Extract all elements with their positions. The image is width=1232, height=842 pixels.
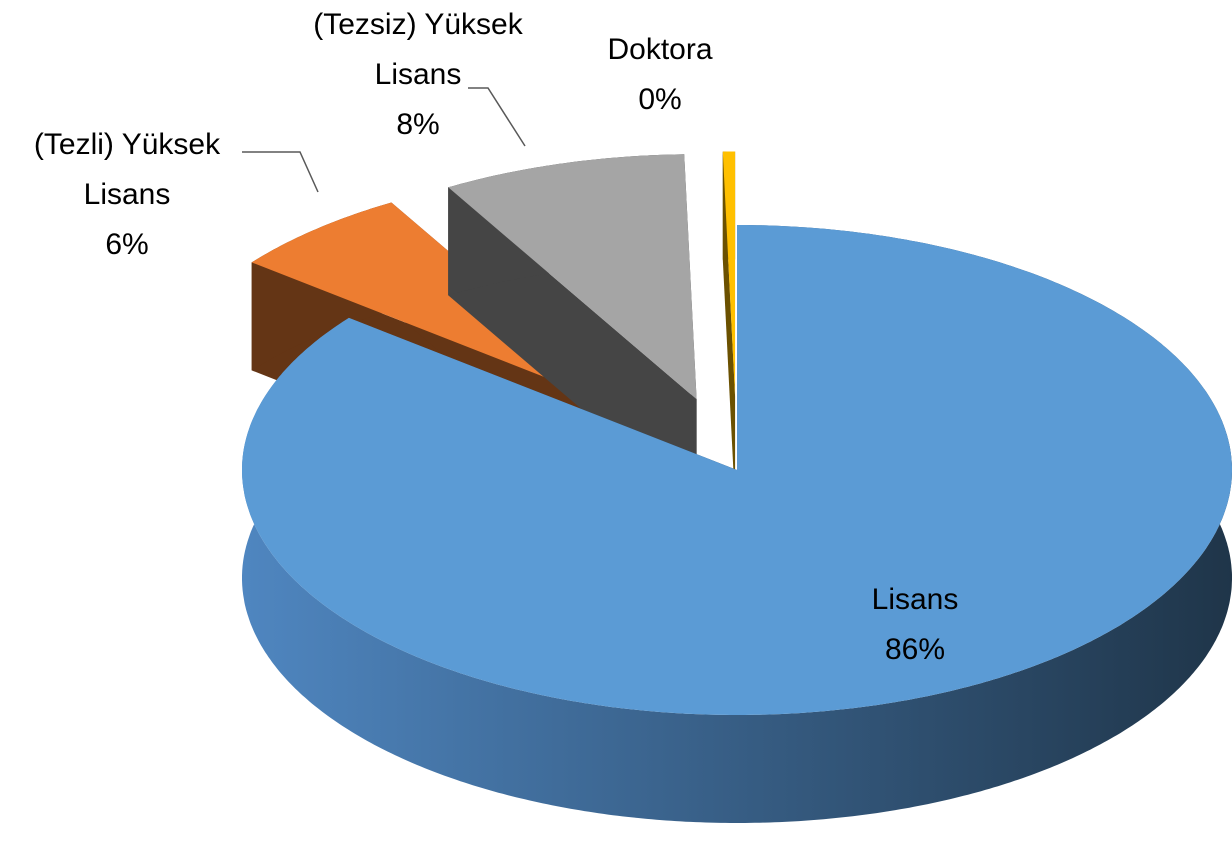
value-label: 0% bbox=[638, 83, 682, 116]
data-label: Lisans 86% bbox=[815, 575, 1015, 675]
category-label: Lisans bbox=[871, 583, 959, 616]
data-label: (Tezsiz) Yüksek Lisans 8% bbox=[288, 0, 548, 150]
slice bbox=[722, 151, 736, 397]
value-label: 86% bbox=[884, 633, 946, 666]
value-label: 6% bbox=[105, 228, 149, 261]
data-label: Doktora 0% bbox=[530, 25, 790, 125]
data-label: (Tezli) Yüksek Lisans 6% bbox=[0, 120, 257, 270]
leader-line bbox=[242, 151, 319, 193]
slice bbox=[448, 154, 697, 400]
category-label: (Tezsiz) Yüksek Lisans bbox=[313, 8, 523, 91]
category-label: (Tezli) Yüksek Lisans bbox=[33, 128, 221, 211]
category-label: Doktora bbox=[607, 33, 713, 66]
leader-line bbox=[468, 87, 526, 147]
value-label: 8% bbox=[396, 108, 440, 141]
slice bbox=[242, 225, 1232, 715]
